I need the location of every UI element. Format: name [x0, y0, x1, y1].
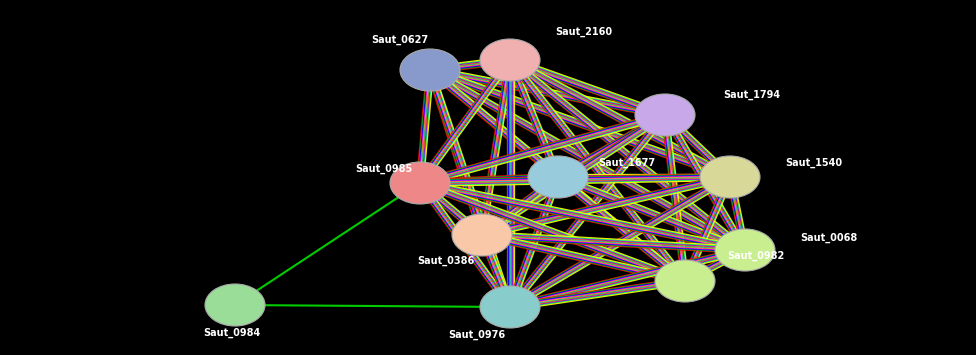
Ellipse shape: [635, 94, 695, 136]
Ellipse shape: [715, 229, 775, 271]
Text: Saut_0976: Saut_0976: [448, 330, 505, 340]
Ellipse shape: [528, 156, 588, 198]
Text: Saut_0627: Saut_0627: [371, 35, 428, 45]
Ellipse shape: [400, 49, 460, 91]
Ellipse shape: [390, 162, 450, 204]
Text: Saut_2160: Saut_2160: [555, 27, 612, 37]
Text: Saut_0982: Saut_0982: [727, 251, 785, 261]
Ellipse shape: [480, 286, 540, 328]
Text: Saut_0985: Saut_0985: [354, 164, 412, 174]
Ellipse shape: [205, 284, 265, 326]
Text: Saut_0068: Saut_0068: [800, 233, 857, 243]
Ellipse shape: [700, 156, 760, 198]
Ellipse shape: [480, 39, 540, 81]
Text: Saut_0984: Saut_0984: [203, 328, 261, 338]
Text: Saut_0386: Saut_0386: [417, 256, 474, 266]
Text: Saut_1794: Saut_1794: [723, 90, 780, 100]
Text: Saut_1677: Saut_1677: [598, 158, 655, 168]
Ellipse shape: [452, 214, 512, 256]
Text: Saut_1540: Saut_1540: [785, 158, 842, 168]
Ellipse shape: [655, 260, 715, 302]
